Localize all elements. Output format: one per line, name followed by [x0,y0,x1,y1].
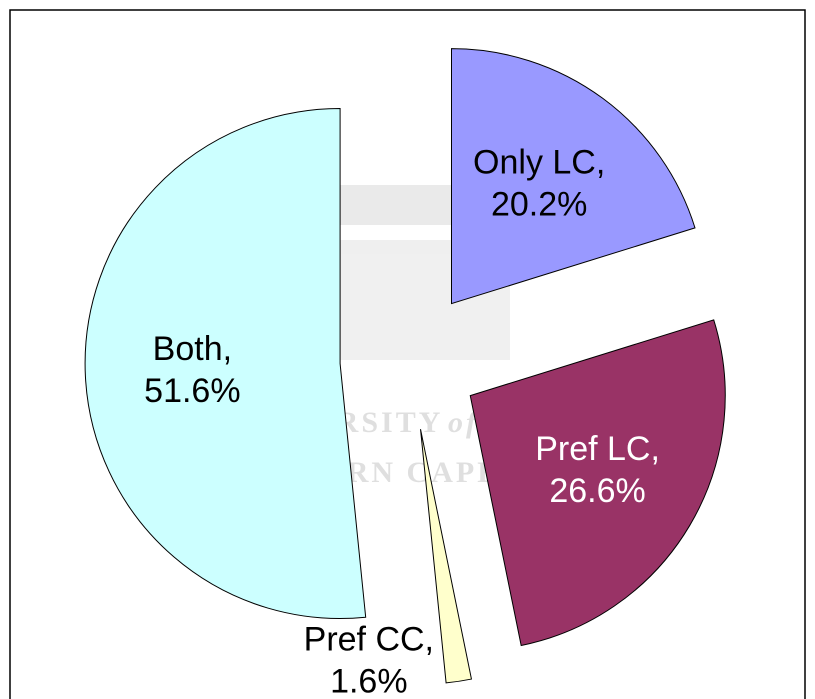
slice-label: Pref LC, [535,430,660,468]
slice-label: Only LC, [473,144,605,182]
value-label: 20.2% [491,186,587,224]
chart: UNIVERSITYof theWESTERN CAPE Only LC,20.… [0,0,815,699]
value-label: 26.6% [549,472,645,510]
slice-label: Pref CC, [304,620,434,658]
value-label: 51.6% [144,372,240,410]
slice-label: Both, [153,330,232,368]
value-label: 1.6% [330,662,408,699]
